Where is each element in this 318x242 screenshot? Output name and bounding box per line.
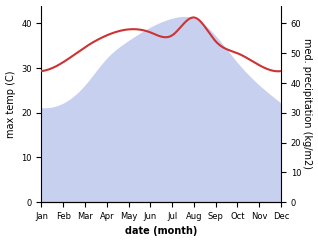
Y-axis label: max temp (C): max temp (C) (5, 70, 16, 138)
X-axis label: date (month): date (month) (125, 227, 197, 236)
Y-axis label: med. precipitation (kg/m2): med. precipitation (kg/m2) (302, 38, 313, 169)
